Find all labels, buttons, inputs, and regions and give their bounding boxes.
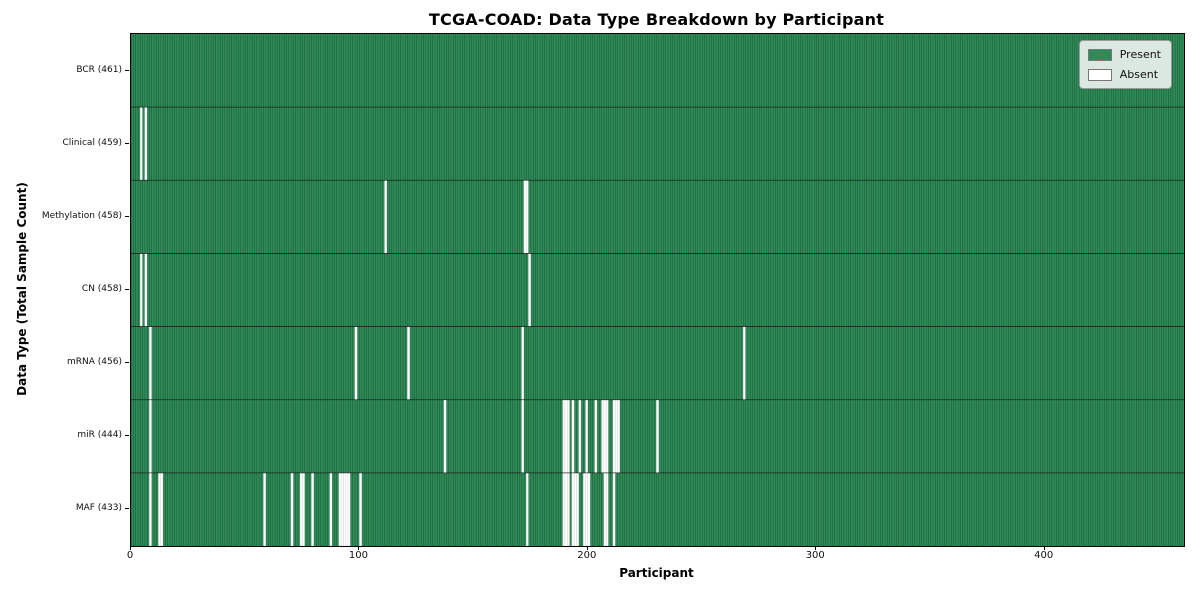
x-tick-label: 0 <box>126 550 134 561</box>
y-tick-mark <box>125 508 129 510</box>
legend-label-absent: Absent <box>1119 68 1159 81</box>
x-tick-label: 300 <box>805 550 825 561</box>
x-tick-label: 100 <box>348 550 368 561</box>
x-tick-mark <box>358 546 360 550</box>
x-tick-mark <box>130 546 131 550</box>
x-tick-mark <box>586 546 588 550</box>
present-swatch-icon <box>1087 48 1112 61</box>
y-tick-label-bcr: BCR (461) <box>76 64 122 75</box>
plot-area <box>130 33 1185 547</box>
y-tick-label-mrna: mRNA (456) <box>67 357 122 368</box>
y-tick-mark <box>125 69 129 71</box>
x-tick-mark <box>1043 546 1045 550</box>
y-tick-label-cn: CN (458) <box>81 284 122 294</box>
y-tick-label-methylation: Methylation (458) <box>41 210 122 221</box>
chart-title: TCGA-COAD: Data Type Breakdown by Partic… <box>428 10 885 29</box>
y-tick-mark <box>125 289 129 290</box>
y-tick-mark <box>125 142 129 144</box>
y-tick-mark <box>125 435 129 437</box>
y-tick-label-clinical: Clinical (459) <box>62 137 122 148</box>
x-tick-label: 200 <box>577 550 597 561</box>
absent-swatch-icon <box>1087 68 1112 81</box>
legend-label-present: Present <box>1119 48 1161 61</box>
x-axis-label: Participant <box>619 566 694 580</box>
y-tick-label-maf: MAF (433) <box>75 503 122 514</box>
legend: Present Absent <box>1078 40 1172 89</box>
y-tick-mark <box>125 215 129 217</box>
legend-entry-absent: Absent <box>1087 68 1161 81</box>
y-tick-label-mir: miR (444) <box>77 430 122 441</box>
y-tick-mark <box>125 362 129 364</box>
x-tick-mark <box>815 546 817 550</box>
x-tick-label: 400 <box>1034 550 1054 561</box>
legend-entry-present: Present <box>1087 48 1161 61</box>
heatmap-grid <box>131 34 1184 546</box>
